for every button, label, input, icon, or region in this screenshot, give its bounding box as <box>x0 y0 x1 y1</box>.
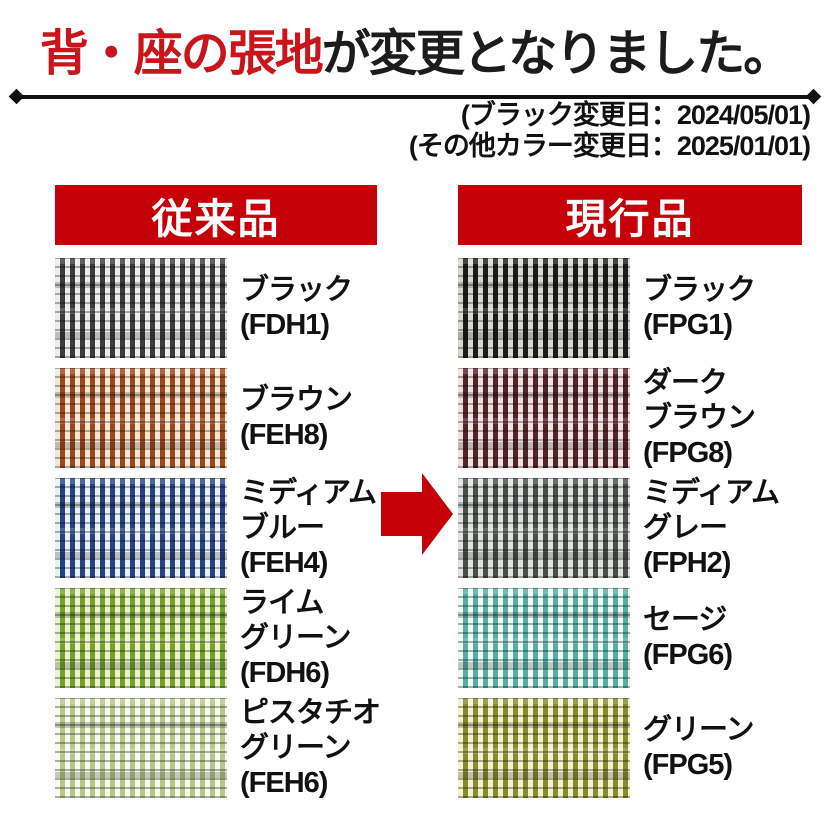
fabric-swatch-old-feh8 <box>55 368 227 468</box>
new-product-rows: ブラック (FPG1) ダーク ブラウン (FPG8) ミディアム グレー (F… <box>458 258 802 798</box>
change-date-black: (ブラック変更日：2024/05/01) <box>460 100 811 130</box>
fabric-label-old-feh4: ミディアム ブルー (FEH4) <box>240 476 377 579</box>
fabric-label-old-fdh1: ブラック (FDH1) <box>240 274 353 341</box>
fabric-label-new-fph2: ミディアム グレー (FPH2) <box>643 476 780 579</box>
fabric-label-new-fpg1: ブラック (FPG1) <box>643 274 756 341</box>
fabric-swatch-old-fdh1 <box>55 258 227 358</box>
fabric-row-new-3: ミディアム グレー (FPH2) <box>458 476 802 579</box>
change-date-other-colors: (その他カラー変更日：2025/01/01) <box>408 131 811 161</box>
column-new-product: 現行品 ブラック (FPG1) ダーク ブラウン (FPG8) ミディアム グレ… <box>458 185 802 808</box>
fabric-swatch-old-feh4 <box>55 478 227 578</box>
fabric-label-old-fdh6: ライム グリーン (FDH6) <box>240 586 352 689</box>
change-dates: (ブラック変更日：2024/05/01) (その他カラー変更日：2025/01/… <box>408 100 811 162</box>
fabric-label-new-fpg5: グリーン (FPG5) <box>643 714 755 781</box>
fabric-row-old-2: ブラウン (FEH8) <box>55 368 380 468</box>
fabric-swatch-new-fpg1 <box>458 258 630 358</box>
page-title-highlight: 背・座の張地 <box>39 27 324 81</box>
fabric-swatch-new-fpg5 <box>458 698 630 798</box>
column-old-product: 従来品 ブラック (FDH1) ブラウン (FEH8) ミディアム ブルー (F… <box>55 185 381 808</box>
fabric-row-new-2: ダーク ブラウン (FPG8) <box>458 366 802 469</box>
fabric-swatch-old-feh6 <box>55 698 227 798</box>
diamond-divider-line <box>14 95 816 99</box>
change-arrow-icon <box>381 473 453 555</box>
fabric-swatch-new-fpg8 <box>458 368 630 468</box>
page-title-rest: が変更となりました。 <box>321 27 793 81</box>
fabric-swatch-new-fph2 <box>458 478 630 578</box>
fabric-label-new-fpg6: セージ (FPG6) <box>643 604 733 671</box>
fabric-row-old-1: ブラック (FDH1) <box>55 258 380 358</box>
page-title: 背・座の張地が変更となりました。 <box>0 14 830 85</box>
fabric-row-new-4: セージ (FPG6) <box>458 588 802 688</box>
fabric-row-old-4: ライム グリーン (FDH6) <box>55 586 380 689</box>
fabric-swatch-old-fdh6 <box>55 588 227 688</box>
fabric-label-new-fpg8: ダーク ブラウン (FPG8) <box>643 366 756 469</box>
fabric-label-old-feh8: ブラウン (FEH8) <box>240 384 353 451</box>
header-new-product: 現行品 <box>458 185 802 245</box>
fabric-row-old-5: ピスタチオ グリーン (FEH6) <box>55 696 381 799</box>
fabric-row-new-1: ブラック (FPG1) <box>458 258 802 358</box>
fabric-swatch-new-fpg6 <box>458 588 630 688</box>
header-old-product: 従来品 <box>55 185 377 245</box>
fabric-row-new-5: グリーン (FPG5) <box>458 698 802 798</box>
fabric-label-old-feh6: ピスタチオ グリーン (FEH6) <box>240 696 381 799</box>
fabric-row-old-3: ミディアム ブルー (FEH4) <box>55 476 380 579</box>
old-product-rows: ブラック (FDH1) ブラウン (FEH8) ミディアム ブルー (FEH4)… <box>55 258 381 799</box>
